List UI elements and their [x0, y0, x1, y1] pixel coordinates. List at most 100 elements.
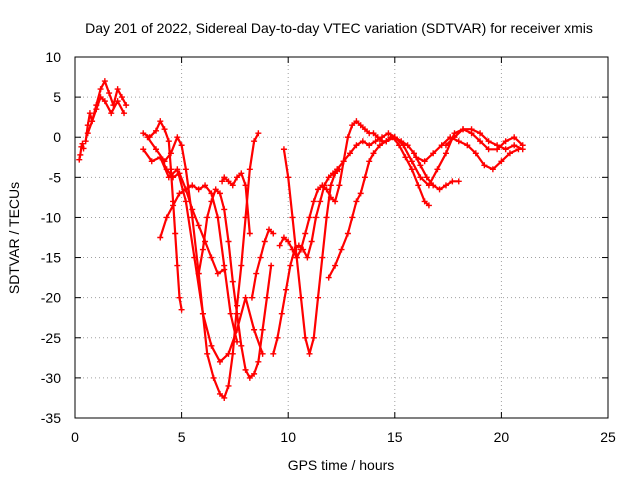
data-point [408, 158, 415, 165]
data-point [259, 350, 266, 357]
data-point [306, 214, 313, 221]
data-point [238, 342, 245, 349]
series-track-8 [157, 182, 241, 345]
data-point [383, 138, 390, 145]
data-point [283, 286, 290, 293]
data-point [246, 166, 253, 173]
data-point [511, 142, 518, 149]
data-point [163, 214, 170, 221]
data-point [163, 166, 170, 173]
data-point [202, 182, 209, 189]
data-point [302, 334, 309, 341]
data-point [415, 182, 422, 189]
data-point [274, 334, 281, 341]
data-point [208, 198, 215, 205]
data-point [502, 146, 509, 153]
data-point [494, 146, 501, 153]
data-point [255, 358, 262, 365]
data-point [312, 214, 319, 221]
series-line [282, 148, 341, 355]
data-point [170, 174, 177, 181]
data-point [227, 310, 234, 317]
data-point [216, 358, 223, 365]
data-point [251, 370, 258, 377]
data-point [338, 246, 345, 253]
data-point [304, 254, 311, 261]
y-tick-label: 10 [45, 49, 61, 65]
data-point [334, 166, 341, 173]
data-point [242, 294, 249, 301]
data-point [295, 242, 302, 249]
y-tick-label: -5 [49, 169, 62, 185]
data-point [157, 234, 164, 241]
x-tick-label: 25 [600, 429, 616, 445]
data-point [253, 270, 260, 277]
data-point [385, 130, 392, 137]
grid [75, 57, 608, 418]
chart-title: Day 201 of 2022, Sidereal Day-to-day VTE… [85, 20, 593, 36]
data-point [353, 142, 360, 149]
data-point [178, 306, 185, 313]
data-point [340, 158, 347, 165]
data-point [280, 146, 287, 153]
series-line [444, 128, 524, 151]
data-point [332, 262, 339, 269]
data-point [391, 134, 398, 141]
data-point [195, 186, 202, 193]
data-point [123, 102, 130, 109]
data-point [97, 86, 104, 93]
data-point [191, 254, 198, 261]
data-point [216, 190, 223, 197]
data-point [287, 262, 294, 269]
data-point [315, 186, 322, 193]
data-point [140, 146, 147, 153]
data-point [347, 150, 354, 157]
data-point [148, 158, 155, 165]
series-track-7 [157, 154, 228, 277]
series-line [142, 120, 183, 311]
data-point [436, 186, 443, 193]
data-point [455, 178, 462, 185]
series-line [86, 95, 126, 135]
data-point [101, 98, 108, 105]
data-point [182, 166, 189, 173]
data-point [114, 86, 121, 93]
data-point [118, 94, 125, 101]
data-point [297, 294, 304, 301]
data-point [199, 310, 206, 317]
data-point [315, 294, 322, 301]
x-tick-label: 20 [494, 429, 510, 445]
data-point [89, 118, 96, 125]
x-axis-label: GPS time / hours [288, 457, 395, 473]
data-point [255, 130, 262, 137]
data-point [410, 150, 417, 157]
data-point [293, 254, 300, 261]
data-point [359, 138, 366, 145]
data-point [80, 145, 87, 152]
data-point [246, 374, 253, 381]
data-point [76, 156, 83, 163]
data-point [176, 170, 183, 177]
data-point [515, 146, 522, 153]
data-point [468, 130, 475, 137]
data-point [449, 178, 456, 185]
data-point [417, 174, 424, 181]
data-point [310, 198, 317, 205]
data-point [189, 206, 196, 213]
data-point [425, 202, 432, 209]
data-point [221, 174, 228, 181]
y-tick-label: -30 [41, 370, 61, 386]
data-point [485, 146, 492, 153]
data-point [502, 138, 509, 145]
y-tick-label: -20 [41, 290, 61, 306]
data-point [257, 254, 264, 261]
data-point [325, 274, 332, 281]
x-tick-label: 15 [387, 429, 403, 445]
y-tick-label: 0 [53, 129, 61, 145]
data-point [182, 198, 189, 205]
data-point [210, 374, 217, 381]
data-point [357, 122, 364, 129]
data-point [506, 150, 513, 157]
data-point [229, 278, 236, 285]
